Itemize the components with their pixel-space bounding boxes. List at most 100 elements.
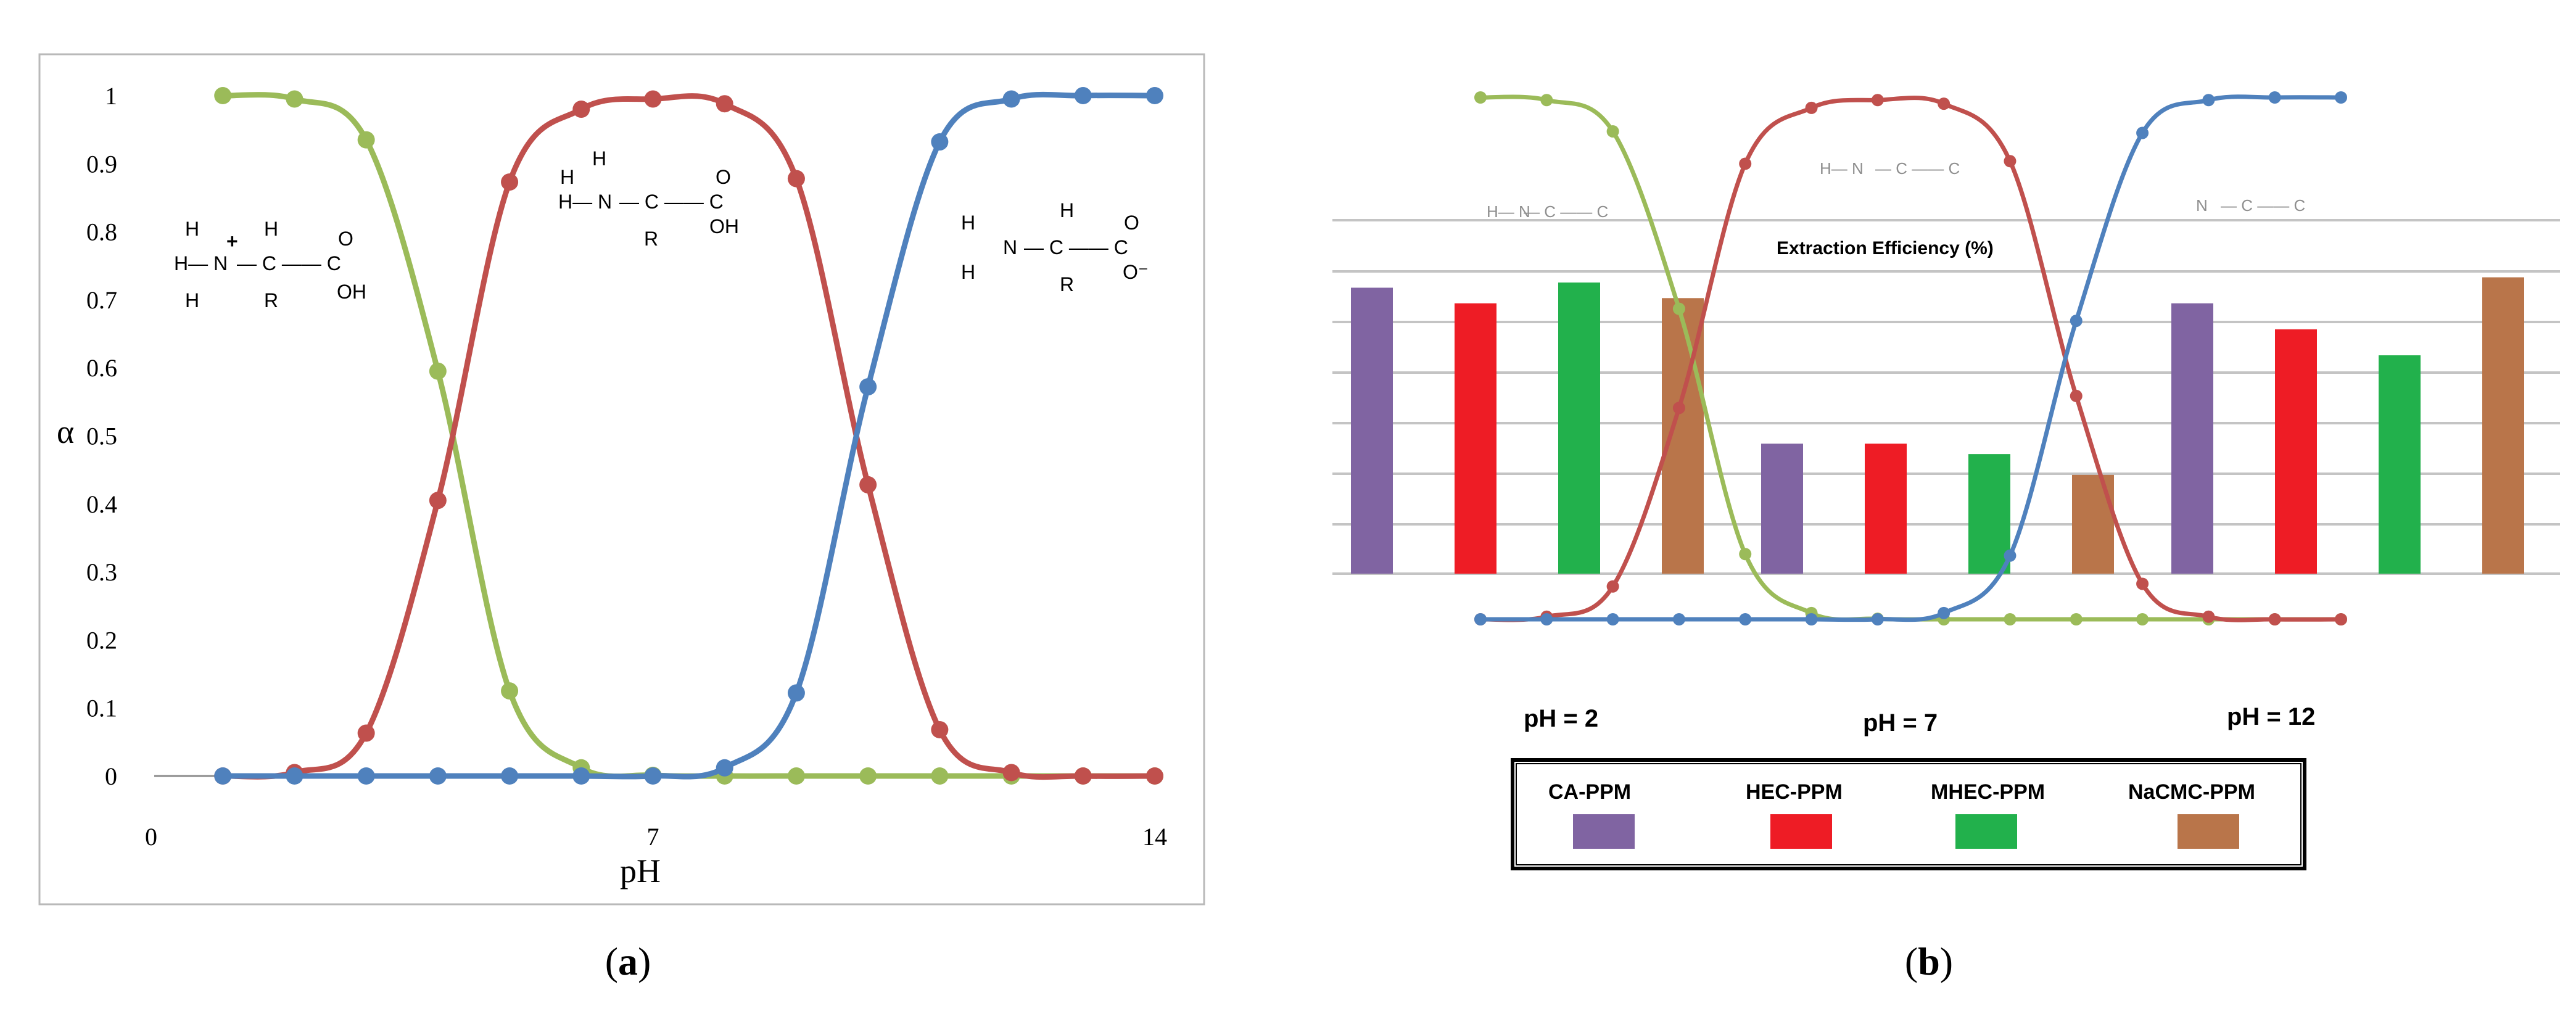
b-overlay-point [2335,613,2347,625]
b-overlay-point [1672,613,1685,625]
a-data-point [501,767,519,785]
b-overlay-point [1805,613,1818,625]
b-bar [2072,474,2114,574]
a-data-point [357,724,375,742]
b-faded-structures: H— N — C —— C H— N — C —— C N — C —— C [1487,159,2305,221]
b-overlay-point [2202,94,2215,107]
a-data-point [214,87,232,104]
b-zwitter-n: H— N [1820,159,1864,178]
a-data-point [859,476,877,493]
cation-n-group: H— N [174,252,228,274]
b-gridlines [1332,219,2560,575]
panel-b-label: (b) [1905,939,1953,983]
a-data-point [1146,87,1163,104]
a-y-tick-label: 1 [105,82,117,110]
zwitterion-structure: H H H— N — C —— C R O OH [558,147,739,250]
b-bar [2482,277,2524,574]
anion-n: N [1003,236,1017,258]
b-legend-inner-frame [1516,763,2301,865]
b-overlay-point [2268,91,2281,104]
a-y-tick-label: 0.7 [86,286,117,314]
anion-structure: H N H — C —— C H R O O⁻ [961,199,1149,295]
b-legend: CA-PPM HEC-PPM MHEC-PPM NaCMC-PPM [1511,758,2306,870]
a-data-point [429,492,447,510]
b-legend-label: HEC-PPM [1746,780,1843,804]
a-y-tick-label: 0.9 [86,150,117,178]
b-overlay-point [2004,155,2017,168]
a-data-point [859,767,877,785]
a-data-point [214,767,232,785]
zwitter-o: O [716,166,731,188]
a-data-point [1146,767,1163,785]
b-overlay-line [1480,94,2342,622]
b-overlay-point [1672,402,1685,415]
anion-o-minus: O⁻ [1123,261,1149,283]
zwitter-n-group: H— N [558,191,612,213]
cation-oh: OH [337,281,366,303]
b-bar [2379,355,2421,574]
b-group-label: pH = 7 [1863,709,1938,737]
b-overlay-point [1739,157,1752,170]
a-y-tick-label: 0 [105,762,117,790]
b-overlay-point [2335,91,2347,104]
a-data-point [859,378,877,396]
b-legend-label: CA-PPM [1548,780,1631,804]
a-data-point [1074,87,1092,104]
a-x-tick-label: 0 [145,823,157,851]
b-anion-c: — C —— C [2221,196,2305,215]
anion-o: O [1124,212,1139,234]
b-overlay-point [1606,580,1619,593]
b-overlay-point [2070,315,2083,328]
zwitter-r: R [644,228,658,250]
b-legend-label: MHEC-PPM [1931,780,2045,804]
b-anion-n: N [2196,196,2208,215]
b-bar [1865,444,1907,574]
a-data-point [1002,764,1020,782]
b-zwitter-c: — C —— C [1875,159,1960,178]
b-legend-swatch [1770,814,1832,849]
a-data-point [429,362,447,380]
cation-h-bottom: H [185,289,199,312]
b-overlay-point [1672,302,1685,315]
a-y-tick-labels: 0 0.1 0.2 0.3 0.4 0.5 0.6 0.7 0.8 0.9 1 [86,82,117,790]
b-group-label: pH = 12 [2227,703,2315,730]
b-overlay-point [1805,101,1818,114]
anion-h-bottom: H [961,261,975,283]
b-overlay-point [2268,613,2281,625]
b-legend-swatch [1573,814,1635,849]
b-overlay-line [1480,96,2342,622]
b-bars-group [1351,277,2524,574]
b-overlay-point [1606,613,1619,625]
a-y-tick-label: 0.4 [86,490,117,518]
b-overlay-point [2136,577,2149,590]
anion-c-chain: — C —— C [1024,236,1128,258]
a-y-tick-label: 0.5 [86,423,117,450]
b-legend-frame [1511,758,2306,870]
zwitter-c-h: H [592,147,606,170]
panel-b-letter: b [1918,939,1940,983]
a-data-point [357,131,375,149]
b-group-label: pH = 2 [1524,705,1598,732]
a-data-point [286,90,303,108]
a-data-point [1002,90,1020,108]
b-overlay-point [1871,613,1884,625]
cation-c-chain: — C —— C [237,252,341,274]
b-overlay-point [2004,549,2017,562]
a-data-point [787,684,805,702]
a-y-tick-label: 0.3 [86,558,117,586]
cation-r: R [264,289,278,312]
a-data-point [644,767,662,785]
zwitter-oh: OH [709,215,739,237]
b-overlay-point [1739,613,1752,625]
b-legend-swatch [2178,814,2239,849]
b-overlay-point [2070,389,2083,402]
b-cation-c: — C —— C [1524,202,1608,221]
a-data-point [644,90,662,108]
a-y-tick-label: 0.6 [86,354,117,382]
cation-plus-sign: + [226,230,238,252]
a-x-tick-labels: 0 7 14 [145,823,1167,851]
b-overlay-point [2202,610,2215,623]
b-chart-title: Extraction Efficiency (%) [1777,238,1994,258]
a-data-point [286,767,303,785]
